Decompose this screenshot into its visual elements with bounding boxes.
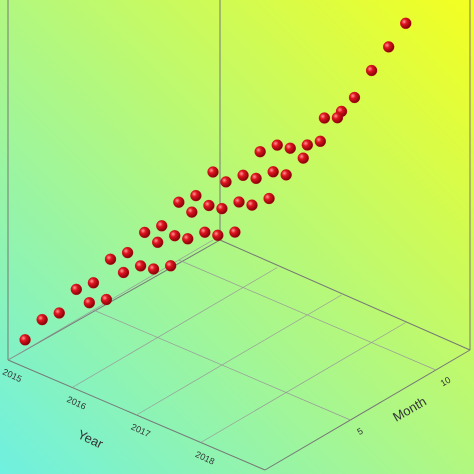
point bbox=[207, 166, 219, 178]
point bbox=[297, 152, 309, 164]
y-tick-label: 10 bbox=[439, 375, 453, 389]
point bbox=[250, 172, 262, 185]
point bbox=[203, 199, 215, 212]
point bbox=[190, 189, 202, 202]
point bbox=[121, 246, 134, 259]
back-edge bbox=[219, 239, 471, 351]
point bbox=[331, 112, 344, 124]
point bbox=[186, 206, 198, 218]
point bbox=[383, 41, 395, 53]
point bbox=[87, 277, 100, 289]
point bbox=[400, 17, 412, 29]
y-tick-label: 5 bbox=[355, 426, 364, 437]
point bbox=[263, 192, 275, 205]
point bbox=[301, 139, 313, 151]
grid-line bbox=[178, 259, 436, 371]
point bbox=[254, 146, 266, 158]
point bbox=[267, 166, 279, 178]
point bbox=[271, 139, 283, 151]
point bbox=[83, 297, 95, 309]
point bbox=[117, 266, 130, 279]
point bbox=[36, 313, 48, 326]
point bbox=[284, 142, 296, 154]
point bbox=[139, 226, 151, 239]
point bbox=[348, 91, 361, 104]
point bbox=[53, 307, 65, 319]
point bbox=[246, 199, 258, 211]
point bbox=[100, 293, 113, 306]
point bbox=[365, 64, 378, 77]
point bbox=[165, 260, 177, 272]
point bbox=[229, 226, 241, 238]
point bbox=[233, 196, 245, 208]
point bbox=[314, 135, 326, 147]
point bbox=[280, 169, 292, 181]
point bbox=[237, 169, 249, 181]
point bbox=[212, 229, 224, 241]
point bbox=[134, 260, 147, 272]
back-edge bbox=[7, 239, 221, 361]
grid-line bbox=[93, 309, 351, 421]
point bbox=[156, 220, 168, 232]
point bbox=[220, 176, 232, 188]
point bbox=[182, 233, 194, 245]
point bbox=[173, 196, 185, 208]
point bbox=[216, 202, 228, 215]
point bbox=[318, 112, 331, 124]
point bbox=[169, 230, 181, 242]
point bbox=[19, 334, 31, 346]
point bbox=[147, 263, 160, 275]
point bbox=[104, 253, 117, 265]
axes bbox=[7, 0, 471, 471]
point bbox=[70, 283, 82, 296]
point bbox=[199, 226, 211, 238]
point bbox=[152, 236, 164, 248]
